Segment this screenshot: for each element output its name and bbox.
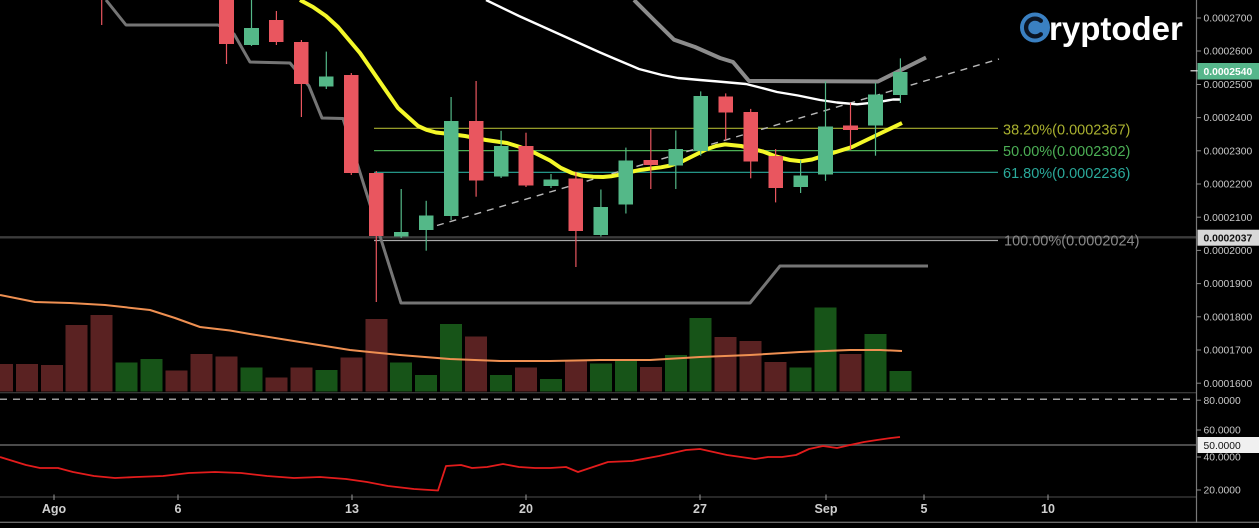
- svg-text:61.80%(0.0002236): 61.80%(0.0002236): [1003, 166, 1130, 182]
- svg-text:0.0001900: 0.0001900: [1204, 279, 1253, 290]
- svg-text:38.20%(0.0002367): 38.20%(0.0002367): [1003, 122, 1130, 138]
- svg-text:0.0002037: 0.0002037: [1204, 234, 1253, 245]
- svg-text:0.0002200: 0.0002200: [1204, 180, 1253, 191]
- svg-text:50.00%(0.0002302): 50.00%(0.0002302): [1003, 144, 1130, 160]
- svg-text:50.0000: 50.0000: [1204, 441, 1241, 452]
- svg-text:0.0001700: 0.0001700: [1204, 346, 1253, 357]
- svg-text:0.0002400: 0.0002400: [1204, 113, 1253, 124]
- svg-text:0.0002300: 0.0002300: [1204, 146, 1253, 157]
- svg-text:0.0002500: 0.0002500: [1204, 80, 1253, 91]
- svg-text:0.0001800: 0.0001800: [1204, 312, 1253, 323]
- svg-text:10: 10: [1041, 502, 1055, 516]
- svg-text:0.0002540: 0.0002540: [1204, 67, 1253, 78]
- svg-text:5: 5: [921, 502, 928, 516]
- svg-text:60.0000: 60.0000: [1204, 426, 1241, 437]
- svg-text:6: 6: [175, 502, 182, 516]
- svg-text:80.0000: 80.0000: [1204, 396, 1241, 407]
- svg-text:0.0002600: 0.0002600: [1204, 47, 1253, 58]
- svg-text:13: 13: [345, 502, 359, 516]
- svg-text:20: 20: [519, 502, 533, 516]
- svg-text:27: 27: [693, 502, 707, 516]
- svg-text:Sep: Sep: [815, 502, 838, 516]
- svg-text:Ago: Ago: [42, 502, 67, 516]
- svg-text:0.0001600: 0.0001600: [1204, 379, 1253, 390]
- svg-text:100.00%(0.0002024): 100.00%(0.0002024): [1004, 234, 1139, 250]
- svg-text:ryptoder: ryptoder: [1049, 10, 1183, 47]
- svg-text:0.0002100: 0.0002100: [1204, 213, 1253, 224]
- svg-text:40.0000: 40.0000: [1204, 453, 1241, 464]
- svg-text:0.0002700: 0.0002700: [1204, 14, 1253, 25]
- svg-text:20.0000: 20.0000: [1204, 486, 1241, 497]
- svg-text:0.0002000: 0.0002000: [1204, 246, 1253, 257]
